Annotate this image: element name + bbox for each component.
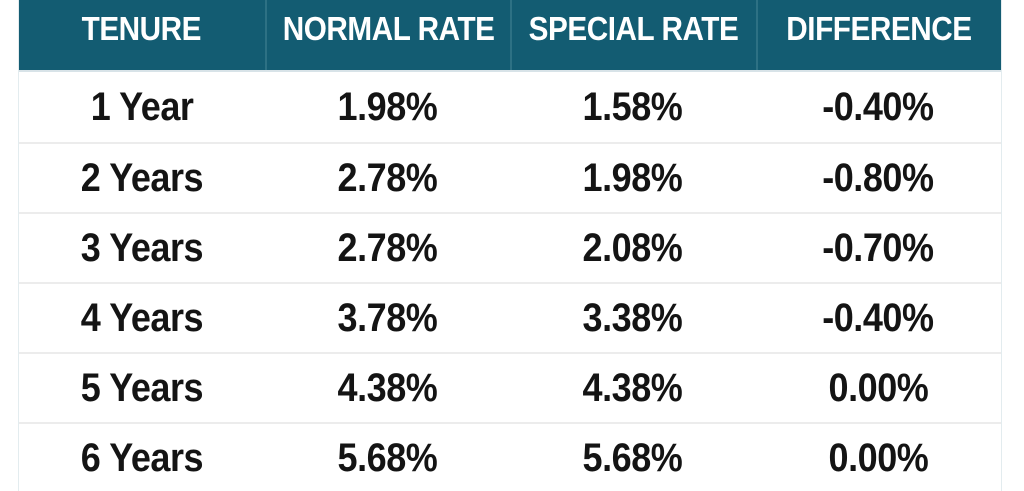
cell-text: 1 Year	[90, 84, 194, 129]
table-cell-special-rate: 5.68%	[510, 424, 756, 491]
cell-text: 2.78%	[337, 155, 438, 200]
table-cell-special-rate: 1.98%	[510, 144, 756, 212]
column-header-difference: DIFFERENCE	[755, 0, 1002, 70]
cell-text: 4 Years	[80, 295, 204, 340]
cell-text: 3 Years	[80, 225, 204, 270]
table-cell-difference: -0.40%	[756, 72, 1002, 142]
cell-text: 4.38%	[582, 365, 683, 410]
table-row: 4 Years 3.78% 3.38% -0.40%	[19, 282, 1001, 352]
table-row: 5 Years 4.38% 4.38% 0.00%	[19, 352, 1001, 422]
table-cell-normal-rate: 2.78%	[265, 144, 511, 212]
table-cell-difference: -0.80%	[756, 144, 1002, 212]
table-cell-special-rate: 4.38%	[510, 354, 756, 422]
table-row: 3 Years 2.78% 2.08% -0.70%	[19, 212, 1001, 282]
cell-text: -0.70%	[822, 225, 935, 270]
cell-text: 5 Years	[80, 365, 204, 410]
cell-text: 3.78%	[337, 295, 438, 340]
cell-text: -0.80%	[822, 155, 935, 200]
column-header-label: SPECIAL RATE	[528, 10, 739, 47]
table-cell-tenure: 3 Years	[19, 214, 265, 282]
table-cell-difference: -0.40%	[756, 284, 1002, 352]
column-header-tenure: TENURE	[19, 0, 265, 70]
table-cell-difference: -0.70%	[756, 214, 1002, 282]
cell-text: 1.98%	[337, 84, 438, 129]
cell-text: 2 Years	[80, 155, 204, 200]
column-header-label: DIFFERENCE	[786, 10, 973, 47]
cell-text: 1.98%	[582, 155, 683, 200]
table-cell-special-rate: 3.38%	[510, 284, 756, 352]
table-cell-normal-rate: 4.38%	[265, 354, 511, 422]
cell-text: -0.40%	[822, 84, 935, 129]
column-header-normal-rate: NORMAL RATE	[264, 0, 511, 70]
cell-text: 0.00%	[828, 435, 929, 480]
table-cell-difference: 0.00%	[756, 354, 1002, 422]
table-row: 6 Years 5.68% 5.68% 0.00%	[19, 422, 1001, 491]
table-cell-special-rate: 1.58%	[510, 72, 756, 142]
cell-text: 3.38%	[582, 295, 683, 340]
cell-text: 6 Years	[80, 435, 204, 480]
table-cell-tenure: 4 Years	[19, 284, 265, 352]
table-cell-normal-rate: 1.98%	[265, 72, 511, 142]
table-cell-normal-rate: 3.78%	[265, 284, 511, 352]
table-row: 2 Years 2.78% 1.98% -0.80%	[19, 142, 1001, 212]
column-header-label: NORMAL RATE	[282, 10, 495, 47]
table-cell-normal-rate: 5.68%	[265, 424, 511, 491]
table-cell-tenure: 1 Year	[19, 72, 265, 142]
cell-text: 2.78%	[337, 225, 438, 270]
table-cell-special-rate: 2.08%	[510, 214, 756, 282]
table-cell-normal-rate: 2.78%	[265, 214, 511, 282]
column-header-special-rate: SPECIAL RATE	[510, 0, 756, 70]
table-cell-difference: 0.00%	[756, 424, 1002, 491]
table-header-row: TENURE NORMAL RATE SPECIAL RATE DIFFEREN…	[19, 0, 1001, 72]
table-cell-tenure: 6 Years	[19, 424, 265, 491]
column-header-label: TENURE	[82, 10, 202, 47]
rates-table: TENURE NORMAL RATE SPECIAL RATE DIFFEREN…	[18, 0, 1002, 491]
cell-text: 5.68%	[582, 435, 683, 480]
cell-text: 1.58%	[582, 84, 683, 129]
cell-text: 4.38%	[337, 365, 438, 410]
table-cell-tenure: 2 Years	[19, 144, 265, 212]
table-row: 1 Year 1.98% 1.58% -0.40%	[19, 72, 1001, 142]
table-cell-tenure: 5 Years	[19, 354, 265, 422]
cell-text: 0.00%	[828, 365, 929, 410]
cell-text: -0.40%	[822, 295, 935, 340]
cell-text: 2.08%	[582, 225, 683, 270]
table-body: 1 Year 1.98% 1.58% -0.40% 2 Years 2.78% 1.98% -…	[19, 72, 1001, 491]
cell-text: 5.68%	[337, 435, 438, 480]
